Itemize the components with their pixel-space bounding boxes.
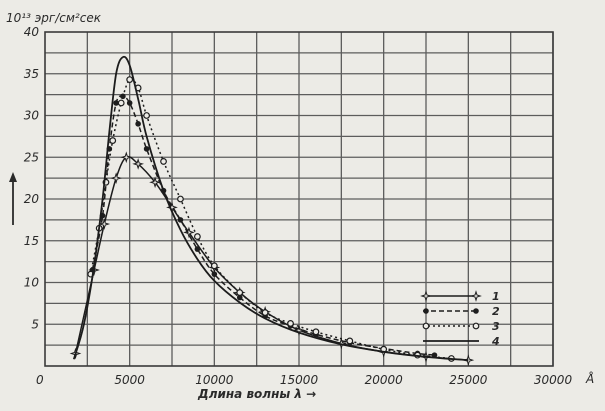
data-point-star bbox=[149, 176, 161, 189]
data-point-dot bbox=[211, 271, 218, 277]
data-point-circle bbox=[117, 99, 125, 107]
data-point-circle bbox=[143, 112, 151, 119]
legend-label: 4 bbox=[491, 335, 500, 348]
data-point-star bbox=[293, 324, 305, 336]
legend-entry-2: 2 bbox=[423, 305, 500, 318]
series-4-line bbox=[72, 55, 469, 362]
data-point-circle bbox=[160, 158, 167, 165]
y-axis-arrow bbox=[9, 172, 17, 225]
data-point-circle bbox=[210, 262, 218, 270]
data-point-circle bbox=[261, 309, 269, 316]
data-point-dot bbox=[423, 308, 429, 314]
legend-entry-1: 1 bbox=[420, 290, 500, 303]
data-point-circle bbox=[126, 76, 134, 83]
data-point-circle bbox=[422, 322, 430, 330]
data-point-dot bbox=[473, 308, 479, 314]
series-4 bbox=[72, 55, 469, 362]
data-point-circle bbox=[312, 328, 320, 336]
data-point-dot bbox=[194, 246, 201, 252]
y-tick-label: 20 bbox=[24, 192, 40, 206]
y-tick-label: 5 bbox=[31, 317, 39, 331]
y-tick-label: 15 bbox=[24, 234, 39, 248]
data-point-star bbox=[110, 172, 122, 185]
data-point-star bbox=[470, 290, 482, 302]
data-point-circle bbox=[472, 322, 480, 330]
data-point-dot bbox=[126, 100, 133, 106]
data-point-star bbox=[98, 218, 111, 230]
y-tick-label: 30 bbox=[24, 109, 40, 123]
legend-label: 3 bbox=[492, 320, 500, 333]
data-point-dot bbox=[135, 121, 141, 127]
y-tick-label: 35 bbox=[24, 67, 39, 81]
x-tick-label: 15000 bbox=[280, 373, 319, 387]
data-point-circle bbox=[193, 233, 201, 240]
data-point-dot bbox=[236, 294, 243, 301]
data-point-dot bbox=[113, 100, 119, 106]
x-axis-label: Длина волны λ → bbox=[197, 387, 316, 401]
x-tick-label: 20000 bbox=[365, 373, 404, 387]
x-tick-label: 30000 bbox=[534, 373, 573, 387]
data-point-dot bbox=[431, 352, 438, 358]
data-point-dot bbox=[177, 217, 184, 223]
origin-label: 0 bbox=[36, 373, 44, 387]
axis-labels: 10¹³ эрг/см²сек Длина волны λ → Å 0 bbox=[6, 11, 594, 401]
series-3 bbox=[87, 76, 455, 362]
axes: 5000 10000 15000 20000 25000 3000051015202530… bbox=[24, 25, 573, 387]
data-point-circle bbox=[287, 320, 294, 327]
x-tick-label: 25000 bbox=[449, 373, 488, 387]
plot-frame bbox=[44, 31, 554, 367]
legend-label: 2 bbox=[492, 305, 500, 318]
data-point-star bbox=[120, 151, 133, 164]
data-point-dot bbox=[143, 146, 150, 152]
data-point-star bbox=[420, 290, 432, 302]
data-point-circle bbox=[109, 137, 117, 144]
legend-entry-3: 3 bbox=[422, 320, 500, 333]
data-point-circle bbox=[236, 289, 244, 296]
legend: 1 2 3 4 bbox=[420, 290, 500, 348]
legend-label: 1 bbox=[492, 290, 500, 303]
series-group bbox=[69, 55, 475, 367]
y-tick-label: 25 bbox=[24, 150, 39, 164]
y-tick-label: 40 bbox=[24, 25, 40, 39]
y-axis-unit-label: 10¹³ эрг/см²сек bbox=[6, 11, 102, 25]
data-point-star bbox=[132, 158, 145, 170]
x-tick-label: 5000 bbox=[114, 373, 145, 387]
data-point-circle bbox=[346, 337, 354, 345]
data-point-circle bbox=[177, 195, 184, 203]
x-axis-unit-label: Å bbox=[585, 371, 594, 386]
legend-entry-4: 4 bbox=[423, 335, 500, 348]
x-tick-label: 10000 bbox=[195, 373, 234, 387]
y-tick-label: 10 bbox=[24, 276, 40, 290]
